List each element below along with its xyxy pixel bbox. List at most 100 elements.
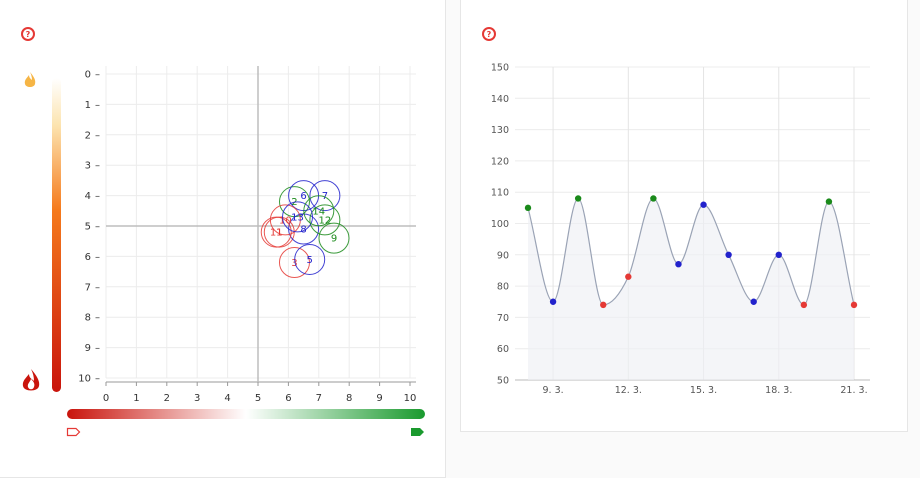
y-tick-label: 3 [85, 161, 91, 172]
y-tick-mark: – [95, 343, 100, 354]
data-point [725, 251, 732, 258]
y-tick-mark: – [95, 161, 100, 172]
y-tick-label: 9 [85, 343, 91, 354]
y-tick-label: 10 [78, 374, 91, 385]
y-tick-label: 6 [85, 252, 91, 263]
y-tick-mark: – [95, 252, 100, 263]
data-point [524, 204, 532, 212]
data-point [600, 301, 607, 309]
y-tick-label: 4 [85, 191, 91, 202]
y-tick-mark: – [95, 282, 100, 293]
point-circle [309, 204, 341, 236]
flame-light-icon [24, 72, 36, 87]
scatter-point: 12 [309, 204, 341, 236]
point-label: 13 [291, 212, 304, 223]
y-tick-label: 2 [85, 130, 91, 141]
y-tick-label: 60 [497, 344, 509, 355]
point-circle [309, 180, 341, 212]
x-tick-label: 4 [224, 393, 230, 404]
y-tick-label: 90 [497, 250, 509, 261]
x-tick-label: 10 [404, 393, 417, 404]
data-point [700, 201, 707, 208]
y-tick-label: 8 [85, 313, 91, 324]
x-tick-label: 6 [285, 393, 291, 404]
tag-outline-icon [66, 427, 81, 437]
point-label: 11 [270, 228, 283, 239]
y-tick-mark: – [95, 130, 100, 141]
point-circle [303, 195, 335, 227]
y-tick-mark: – [95, 70, 100, 81]
x-tick-label: 0 [103, 393, 109, 404]
point-label: 6 [300, 191, 306, 202]
x-tick-label: 8 [346, 393, 352, 404]
y-tick-label: 0 [85, 70, 91, 81]
scatter-point: 13 [282, 201, 314, 233]
scatter-point: 10 [269, 204, 301, 236]
x-tick-label: 3 [194, 393, 200, 404]
data-point [549, 298, 557, 305]
y-tick-label: 50 [497, 376, 509, 387]
help-icon[interactable]: ? [21, 27, 35, 41]
scatter-chart: 0 1 2 3 4 5 6 7 8 9 100 –1 –2 –3 –4 –5 –6 –7 –8 –9 –10 –123 56… [22, 66, 425, 437]
point-label: 1 [276, 228, 282, 239]
y-tick-label: 130 [491, 125, 509, 136]
y-tick-label: 110 [491, 188, 509, 199]
y-tick-mark: – [95, 374, 100, 385]
horizontal-gradient-bar [67, 409, 425, 419]
x-tick-label: 9 [376, 393, 382, 404]
data-point [750, 298, 757, 305]
point-label: 3 [291, 258, 297, 269]
data-point [574, 195, 582, 202]
y-tick-mark: – [95, 191, 100, 202]
point-label: 9 [331, 234, 337, 245]
area-fill [528, 198, 854, 380]
y-tick-label: 7 [85, 282, 91, 293]
x-tick-label: 9. 3. [542, 385, 563, 396]
y-tick-mark: – [95, 313, 100, 324]
y-tick-label: 1 [85, 100, 91, 111]
point-label: 14 [312, 206, 325, 217]
scatter-chart-card [0, 0, 446, 478]
point-circle [269, 204, 301, 236]
scatter-point: 11 [260, 216, 292, 248]
point-circle [278, 246, 310, 278]
line-chart: 50 60 70 80 90 100 110 120 130 140 150 9. 3. 12. 3. 1… [491, 63, 870, 396]
data-point [850, 301, 858, 309]
y-tick-label: 150 [491, 63, 509, 74]
x-tick-label: 5 [255, 393, 261, 404]
point-label: 5 [306, 255, 312, 266]
help-icon[interactable]: ? [482, 27, 496, 41]
y-tick-mark: – [95, 100, 100, 111]
point-circle [260, 216, 292, 248]
point-circle [282, 201, 314, 233]
y-tick-label: 80 [497, 282, 509, 293]
scatter-point: 14 [303, 195, 335, 227]
x-tick-label: 2 [164, 393, 170, 404]
data-point [625, 273, 632, 280]
y-tick-label: 100 [491, 219, 509, 230]
y-tick-mark: – [95, 222, 100, 233]
point-label: 10 [279, 215, 292, 226]
data-point [650, 195, 657, 202]
scatter-point: 9 [318, 222, 350, 254]
y-tick-label: 140 [491, 94, 509, 105]
scatter-point: 3 [278, 246, 310, 278]
data-point [775, 251, 782, 258]
x-tick-label: 12. 3. [615, 385, 642, 396]
x-tick-label: 15. 3. [690, 385, 717, 396]
x-tick-label: 1 [133, 393, 139, 404]
point-label: 2 [291, 197, 297, 208]
data-point [675, 260, 682, 268]
vertical-gradient-bar [52, 78, 61, 392]
x-tick-label: 7 [316, 393, 322, 404]
x-tick-label: 21. 3. [840, 385, 867, 396]
y-tick-label: 70 [497, 313, 509, 324]
data-point [800, 301, 808, 309]
scatter-point: 5 [294, 243, 326, 275]
y-tick-label: 5 [85, 222, 91, 233]
point-label: 12 [319, 215, 332, 226]
point-circle [318, 222, 350, 254]
point-label: 8 [300, 225, 306, 236]
y-tick-label: 120 [491, 156, 509, 167]
data-point [825, 198, 833, 205]
